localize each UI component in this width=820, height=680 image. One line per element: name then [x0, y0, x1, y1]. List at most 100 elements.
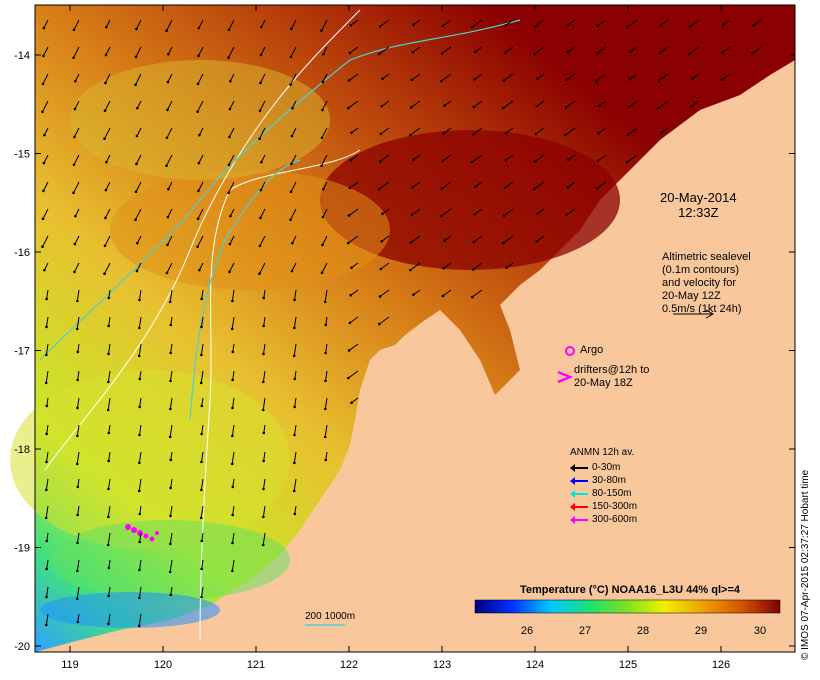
cold-coast [40, 592, 220, 628]
velocity-arrow [442, 154, 452, 162]
velocity-arrow-head [169, 514, 172, 518]
velocity-arrow [74, 208, 80, 217]
velocity-arrow [231, 559, 235, 571]
velocity-arrow-head [289, 218, 292, 221]
colorbar [474, 599, 781, 614]
velocity-arrow-head [596, 24, 600, 28]
velocity-arrow-head [199, 381, 203, 385]
anmn-legend-item: 30-80m [570, 474, 637, 487]
velocity-arrow [42, 73, 49, 85]
velocity-arrow [322, 181, 328, 190]
velocity-arrow [412, 181, 421, 188]
velocity-arrow-head [134, 218, 137, 221]
velocity-arrow [259, 262, 266, 274]
velocity-arrow [45, 505, 49, 518]
mid-patch [70, 60, 330, 180]
velocity-arrow [138, 613, 142, 626]
velocity-arrow [382, 73, 390, 80]
velocity-arrow [379, 154, 390, 162]
velocity-arrow [351, 127, 359, 134]
velocity-arrow-head [350, 266, 353, 270]
velocity-arrow [108, 343, 111, 354]
velocity-arrow [46, 559, 49, 569]
velocity-arrow-head [45, 567, 48, 571]
velocity-arrow-head [200, 325, 203, 329]
anmn-title: ANMN 12h av. [570, 447, 635, 458]
velocity-arrow [444, 235, 452, 242]
velocity-arrow-head [293, 461, 296, 465]
velocity-arrow-head [134, 83, 137, 86]
velocity-arrow-head [260, 25, 263, 29]
velocity-arrow-head [687, 52, 691, 56]
velocity-arrow [138, 343, 142, 356]
velocity-arrow [229, 100, 235, 110]
velocity-arrow-head [440, 52, 444, 55]
colorbar-tick-label: 26 [521, 625, 533, 637]
warm-pool [320, 130, 620, 270]
velocity-arrow-head [597, 131, 601, 135]
velocity-arrow [136, 19, 142, 30]
velocity-arrow-head [105, 160, 108, 164]
velocity-arrow [471, 19, 483, 28]
velocity-arrow-head [103, 109, 107, 113]
velocity-arrow [229, 127, 235, 138]
velocity-arrow-head [291, 241, 294, 245]
velocity-arrow [170, 451, 173, 460]
velocity-arrow-head [45, 460, 48, 464]
x-tick-label: 126 [712, 659, 730, 671]
velocity-arrow-head [473, 77, 477, 81]
velocity-arrow [597, 19, 607, 27]
velocity-arrow-head [443, 104, 446, 108]
velocity-arrow-head [137, 489, 141, 493]
arrow-icon [570, 463, 588, 472]
velocity-arrow-head [262, 324, 265, 328]
velocity-arrow-head [474, 185, 477, 189]
velocity-arrow-head [289, 190, 293, 194]
velocity-arrow-head [138, 326, 141, 330]
velocity-arrow-head [230, 462, 234, 466]
velocity-arrow [627, 127, 638, 135]
x-axis: 119 120 121 122 123 124 125 126 [61, 5, 730, 671]
velocity-arrow [293, 478, 297, 491]
velocity-arrow-head [134, 55, 138, 59]
velocity-arrow-head [291, 106, 294, 110]
velocity-arrow-head [324, 407, 327, 411]
velocity-arrow-head [196, 82, 200, 86]
velocity-arrow-head [165, 271, 169, 275]
velocity-arrow [167, 208, 173, 218]
velocity-arrow [347, 100, 359, 109]
arrow-icon [570, 515, 588, 524]
velocity-arrow-head [262, 296, 266, 300]
velocity-arrow-head [502, 79, 506, 82]
velocity-arrow-head [290, 269, 294, 273]
velocity-arrow [597, 154, 607, 162]
velocity-arrow-head [169, 458, 173, 462]
velocity-arrow [201, 316, 204, 327]
colorbar-tick-label: 30 [754, 625, 766, 637]
velocity-arrow-head [346, 241, 350, 245]
velocity-arrow [472, 127, 483, 135]
velocity-arrow-head [43, 268, 46, 272]
velocity-arrow-head [166, 215, 170, 219]
velocity-arrow-head [104, 188, 108, 192]
velocity-arrow [104, 235, 111, 247]
velocity-arrow [536, 100, 545, 107]
velocity-arrow-head [76, 378, 79, 382]
velocity-arrow [294, 505, 297, 514]
velocity-arrow [231, 316, 235, 329]
velocity-arrow-head [107, 622, 110, 626]
velocity-arrow-head [349, 23, 353, 27]
drifters-note: drifters@12h to 20-May 18Z [574, 364, 649, 390]
velocity-arrow [349, 46, 359, 54]
velocity-arrow [197, 73, 204, 85]
velocity-arrow-head [409, 106, 413, 109]
velocity-arrow-head [441, 24, 445, 28]
velocity-arrow-head [412, 293, 415, 297]
velocity-arrow-head [138, 377, 142, 381]
velocity-arrow-head [441, 294, 445, 298]
velocity-arrow-head [138, 298, 141, 302]
velocity-arrow [46, 451, 49, 462]
velocity-arrow [232, 397, 235, 408]
velocity-arrow [263, 289, 266, 298]
velocity-arrow [198, 19, 204, 29]
